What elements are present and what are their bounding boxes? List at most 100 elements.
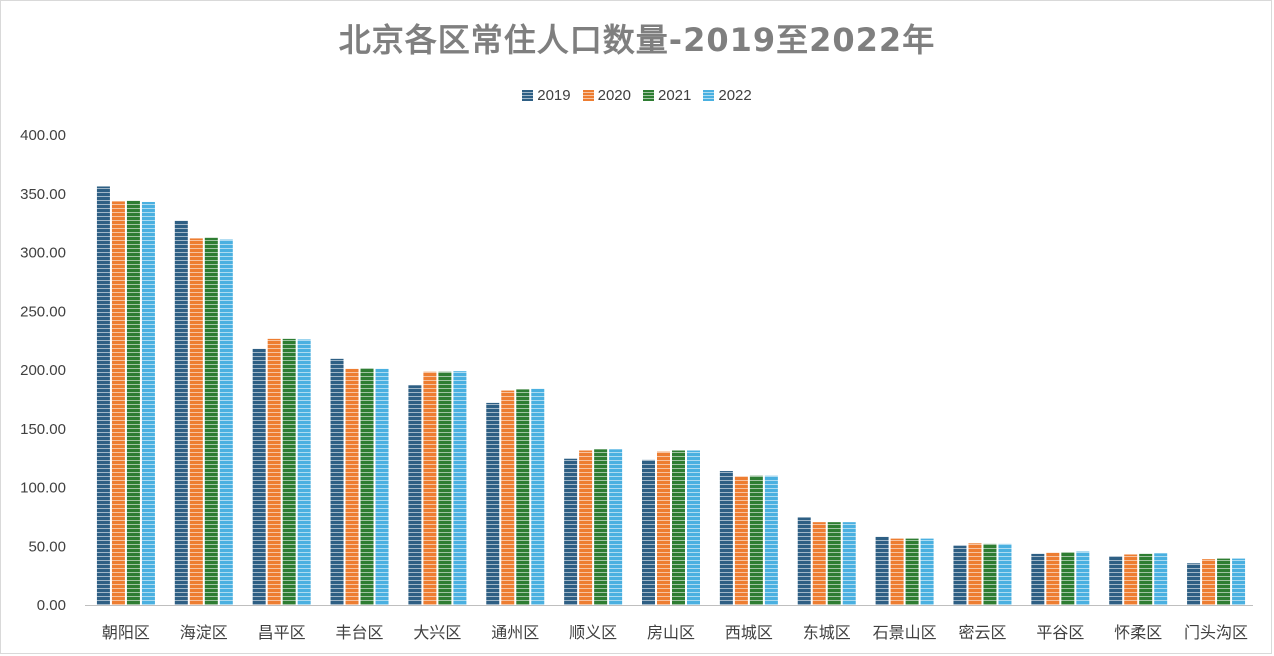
bar-2020-顺义区	[579, 450, 593, 605]
chart-title: 北京各区常住人口数量-2019至2022年	[338, 21, 936, 59]
x-tick-label: 通州区	[491, 623, 539, 642]
bar-2021-房山区	[672, 450, 685, 605]
bar-2019-丰台区	[330, 358, 344, 605]
bar-2020-海淀区	[189, 238, 203, 605]
bar-2021-密云区	[983, 543, 997, 605]
y-tick-label: 150.00	[20, 421, 66, 438]
legend-label: 2019	[537, 87, 571, 104]
bar-2020-昌平区	[267, 338, 281, 605]
bar-2020-朝阳区	[111, 201, 125, 605]
legend-label: 2020	[597, 87, 631, 104]
legend-item-2021: 2021	[643, 87, 691, 104]
bar-2019-昌平区	[252, 348, 266, 605]
bar-2022-门头沟区	[1232, 558, 1246, 605]
legend-item-2020: 2020	[582, 87, 631, 104]
y-tick-label: 250.00	[20, 303, 66, 320]
y-tick-label: 350.00	[20, 186, 66, 203]
bar-2022-密云区	[998, 543, 1012, 605]
legend: 2019 2020 2021 2022	[1, 87, 1273, 104]
bar-2022-东城区	[842, 522, 856, 605]
x-tick-label: 顺义区	[569, 623, 617, 642]
x-tick-label: 密云区	[958, 623, 1006, 642]
x-tick-label: 石景山区	[873, 623, 937, 642]
x-tick-label: 门头沟区	[1184, 623, 1248, 642]
bar-2020-平谷区	[1046, 552, 1060, 605]
legend-label: 2022	[718, 87, 752, 104]
legend-item-2022: 2022	[703, 87, 752, 104]
x-tick-label: 房山区	[647, 623, 695, 642]
y-tick-label: 50.00	[28, 538, 66, 555]
bar-2020-怀柔区	[1124, 554, 1138, 605]
bar-2021-通州区	[516, 389, 530, 605]
bar-2019-西城区	[719, 471, 733, 605]
x-tick-label: 丰台区	[336, 623, 384, 642]
bar-2019-顺义区	[564, 458, 578, 605]
x-tick-label: 平谷区	[1036, 623, 1084, 642]
bar-2021-大兴区	[438, 371, 452, 605]
bar-2020-东城区	[812, 522, 826, 605]
x-tick-label: 朝阳区	[102, 623, 150, 642]
y-tick-label: 200.00	[20, 362, 66, 379]
bar-2021-朝阳区	[126, 200, 140, 606]
bar-2020-丰台区	[345, 368, 359, 605]
bar-2022-通州区	[531, 388, 545, 605]
bar-2021-丰台区	[360, 368, 374, 605]
bar-2022-西城区	[764, 475, 778, 605]
legend-swatch	[703, 90, 715, 101]
x-tick-label: 西城区	[725, 623, 773, 642]
bar-2019-石景山区	[875, 536, 889, 605]
bar-2019-平谷区	[1031, 553, 1045, 605]
bar-2019-通州区	[486, 402, 500, 605]
bar-2021-海淀区	[204, 237, 218, 605]
bar-2020-门头沟区	[1202, 559, 1216, 605]
bar-2019-门头沟区	[1187, 563, 1201, 605]
y-tick-label: 0.00	[37, 597, 66, 614]
bar-2022-昌平区	[297, 339, 311, 605]
x-tick-label: 怀柔区	[1114, 623, 1162, 642]
x-tick-label: 海淀区	[180, 623, 228, 642]
bar-2021-昌平区	[282, 338, 296, 605]
y-tick-label: 100.00	[20, 480, 66, 497]
bar-2022-房山区	[687, 450, 700, 605]
bar-2021-门头沟区	[1217, 558, 1231, 605]
bar-2022-大兴区	[453, 371, 467, 605]
bars	[96, 186, 1246, 606]
y-tick-label: 400.00	[20, 127, 66, 144]
x-tick-label: 昌平区	[258, 623, 306, 642]
bar-2019-海淀区	[174, 220, 188, 605]
legend-label: 2021	[658, 87, 692, 104]
bar-2020-大兴区	[423, 371, 437, 605]
bar-2021-平谷区	[1061, 552, 1075, 605]
y-axis: 0.00 50.00 100.00 150.00 200.00 250.00 300.00 3…	[20, 127, 66, 614]
bar-2019-密云区	[953, 545, 967, 605]
bar-2022-平谷区	[1076, 551, 1090, 605]
bar-2022-朝阳区	[141, 201, 155, 605]
bar-2021-怀柔区	[1139, 553, 1153, 605]
bar-2020-密云区	[968, 543, 982, 605]
bar-2020-石景山区	[890, 538, 904, 605]
legend-swatch	[643, 90, 654, 101]
bar-2021-东城区	[827, 522, 841, 605]
bar-2022-怀柔区	[1154, 553, 1168, 605]
bar-2019-东城区	[797, 517, 811, 605]
bar-2020-西城区	[734, 476, 748, 605]
bar-2019-大兴区	[408, 385, 422, 605]
legend-swatch	[522, 90, 534, 101]
y-tick-label: 300.00	[20, 245, 66, 262]
bar-2022-顺义区	[609, 449, 623, 605]
bar-2019-房山区	[642, 459, 655, 605]
bar-2022-海淀区	[219, 239, 233, 605]
x-tick-label: 大兴区	[413, 623, 461, 642]
bar-2021-石景山区	[905, 538, 919, 605]
bar-2021-西城区	[749, 475, 763, 605]
bar-2020-房山区	[657, 451, 670, 605]
bar-2021-顺义区	[594, 449, 608, 605]
bar-2019-朝阳区	[96, 186, 110, 605]
x-tick-label: 东城区	[803, 623, 851, 642]
bar-2019-怀柔区	[1109, 556, 1123, 605]
legend-swatch	[582, 90, 594, 101]
bar-2020-通州区	[501, 390, 515, 605]
bar-2022-石景山区	[920, 538, 934, 605]
